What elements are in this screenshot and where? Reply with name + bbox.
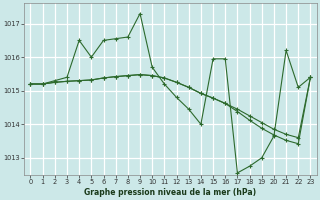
- X-axis label: Graphe pression niveau de la mer (hPa): Graphe pression niveau de la mer (hPa): [84, 188, 257, 197]
